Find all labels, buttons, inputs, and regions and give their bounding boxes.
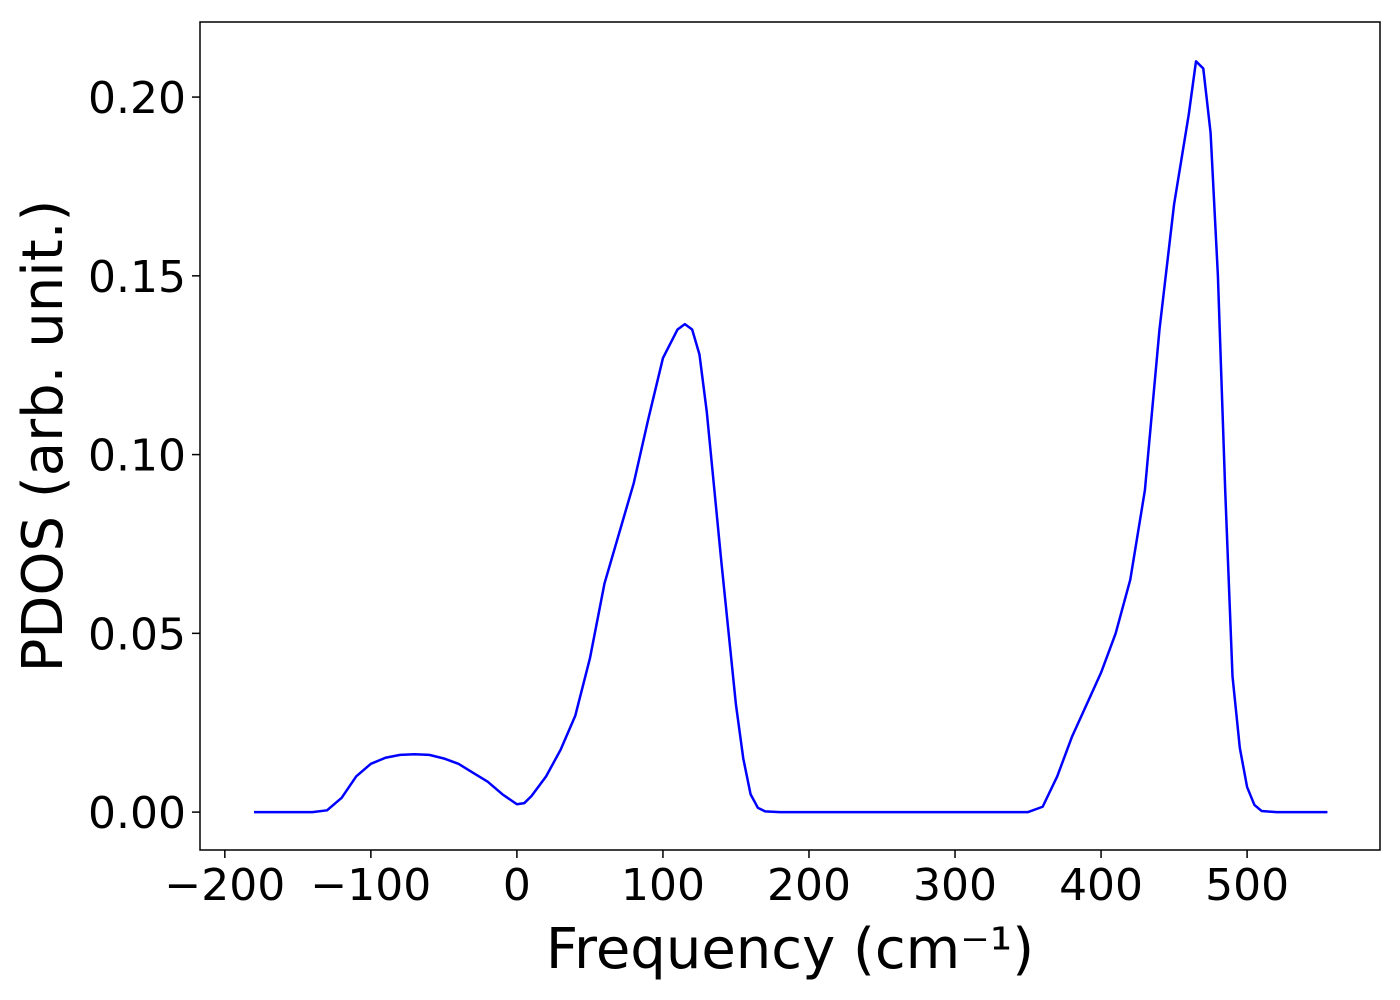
data-line	[254, 60, 1328, 814]
x-tick-label: −200	[164, 860, 285, 911]
x-tick-label: 200	[767, 860, 851, 911]
x-axis-label: Frequency (cm⁻¹)	[546, 917, 1034, 982]
y-tick-label: 0.05	[88, 609, 186, 660]
x-tick-label: −100	[310, 860, 431, 911]
x-tick-label: 300	[913, 860, 997, 911]
x-tick-label: 0	[503, 860, 531, 911]
x-tick-label: 500	[1205, 860, 1289, 911]
y-tick-label: 0.00	[88, 788, 186, 839]
y-tick-label: 0.10	[88, 431, 186, 482]
x-tick-label: 100	[621, 860, 705, 911]
plot-frame	[199, 21, 1381, 851]
y-tick-label: 0.15	[88, 252, 186, 303]
y-tick-label: 0.20	[88, 73, 186, 124]
x-tick-label: 400	[1059, 860, 1143, 911]
y-axis-label: PDOS (arb. unit.)	[11, 200, 76, 673]
